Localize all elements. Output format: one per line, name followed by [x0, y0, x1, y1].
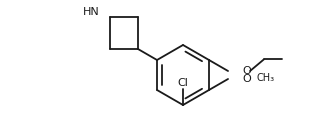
- Text: O: O: [242, 74, 251, 84]
- Text: Cl: Cl: [178, 78, 188, 88]
- Text: CH₃: CH₃: [256, 73, 274, 83]
- Text: O: O: [242, 66, 251, 76]
- Text: HN: HN: [83, 7, 100, 17]
